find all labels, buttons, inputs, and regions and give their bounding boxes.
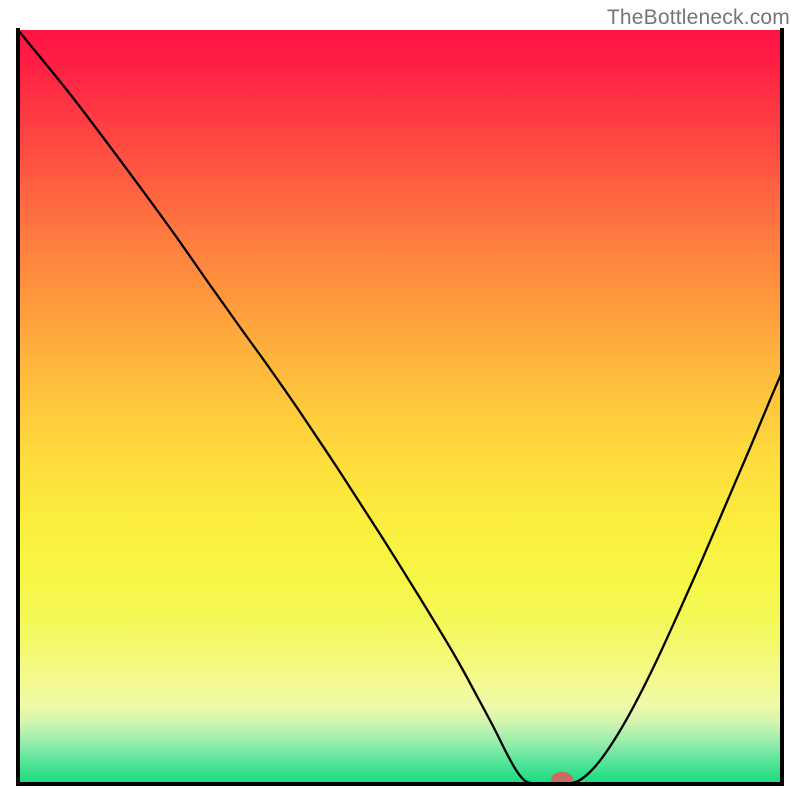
chart-svg (0, 0, 800, 800)
bottleneck-chart: TheBottleneck.com (0, 0, 800, 800)
plot-area (18, 30, 782, 786)
gradient-background (18, 30, 782, 784)
